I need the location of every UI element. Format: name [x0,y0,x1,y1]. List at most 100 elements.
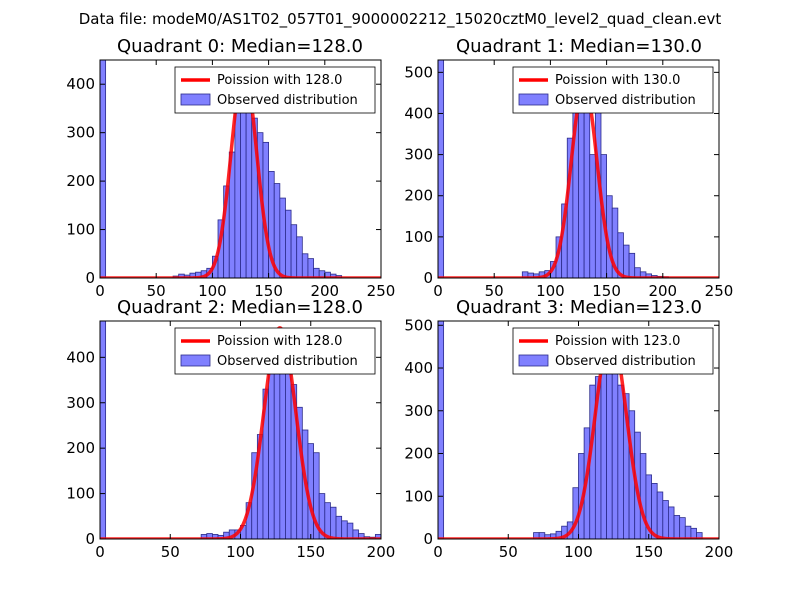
x-tick-label: 200 [705,543,734,561]
x-tick-label: 0 [95,282,105,300]
histogram-bar [668,506,675,539]
histogram-bar [285,361,292,539]
legend-bar-swatch [518,354,549,367]
histogram-bar [617,384,624,539]
axes-frame [99,59,382,279]
legend: Poission with 130.0 Observed distribution [512,66,714,114]
histogram-bar [628,252,636,278]
histogram-bar [438,60,445,278]
histogram-bar [296,236,303,278]
histogram-bar [656,491,664,539]
y-tick-label: 300 [66,124,95,142]
x-tick-label: 250 [705,282,734,300]
histogram-bar [662,500,669,539]
figure-suptitle: Data file: modeM0/AS1T02_057T01_90000022… [79,10,722,29]
y-tick-label: 200 [66,439,95,457]
histogram-bar [583,84,591,278]
y-tick-label: 0 [423,530,433,548]
histogram-bar [341,520,348,539]
legend: Poission with 123.0 Observed distribution [512,327,714,375]
y-tick-label: 400 [66,348,95,366]
y-tick-label: 200 [404,445,433,463]
legend-label-observed: Observed distribution [555,354,696,369]
histogram-bar [679,517,686,539]
y-tick-label: 300 [404,146,433,164]
quadrant-2-title: Quadrant 2: Median=128.0 [117,297,363,318]
x-tick-label: 50 [161,543,180,561]
x-tick-label: 50 [147,282,166,300]
quadrant-0-panel: Quadrant 0: Median=128.0 0 50 100 150 200 250… [66,36,395,300]
histogram-bar [279,347,286,539]
histogram-bar [589,154,596,278]
histogram-bar [301,253,309,278]
histogram-bar [438,321,445,539]
histogram-bar [330,506,337,539]
histogram-bar [234,98,241,278]
y-tick-label: 0 [423,269,433,287]
legend-label-observed: Observed distribution [217,354,358,369]
x-tick-label: 150 [254,282,283,300]
legend-label-poisson: Poission with 123.0 [555,334,680,349]
y-tick-label: 200 [404,187,433,205]
histogram-bar [307,258,314,278]
histogram-bar [639,453,647,539]
histogram-bar [611,363,619,539]
histogram-bar [623,244,630,278]
x-tick-label: 200 [648,282,677,300]
histogram-bar [285,209,292,278]
x-tick-label: 100 [226,543,255,561]
quadrant-3-title: Quadrant 3: Median=123.0 [456,297,702,318]
y-tick-label: 100 [66,221,95,239]
y-tick-label: 500 [404,63,433,81]
y-tick-label: 400 [66,75,95,93]
x-tick-label: 50 [499,543,518,561]
x-tick-label: 100 [564,543,593,561]
x-tick-label: 200 [367,543,396,561]
quadrant-1-panel: Quadrant 1: Median=130.0 0 50 100 150 200 250… [404,36,733,300]
quadrant-0-plot-area [100,60,381,278]
legend: Poission with 128.0 Observed distribution [174,66,376,114]
y-tick-label: 300 [404,402,433,420]
legend: Poission with 128.0 Observed distribution [174,327,376,375]
histogram-bar [324,502,331,539]
histogram-bar [673,515,681,539]
legend-label-observed: Observed distribution [555,93,696,108]
x-tick-label: 200 [310,282,339,300]
legend-label-poisson: Poission with 128.0 [217,73,342,88]
y-tick-label: 500 [404,316,433,334]
quadrant-2-panel: Quadrant 2: Median=128.0 0 50 100 150 200 0 10… [66,297,395,561]
histogram-bar [684,525,692,539]
y-tick-label: 100 [66,485,95,503]
x-tick-label: 0 [433,282,443,300]
y-tick-label: 300 [66,394,95,412]
histogram-bar [696,532,703,539]
y-tick-label: 100 [404,487,433,505]
histogram-bar [335,515,343,539]
x-tick-label: 150 [296,543,325,561]
y-tick-label: 0 [85,530,95,548]
poisson-curve [100,325,381,539]
x-tick-label: 250 [367,282,396,300]
x-tick-label: 50 [485,282,504,300]
legend-label-observed: Observed distribution [217,93,358,108]
x-tick-label: 150 [634,543,663,561]
y-tick-label: 200 [66,172,95,190]
histogram-bar [100,321,107,539]
axes-frame [437,59,720,279]
legend-bar-swatch [180,354,211,367]
x-tick-label: 0 [433,543,443,561]
y-tick-label: 100 [404,228,433,246]
y-tick-label: 400 [404,104,433,122]
x-tick-label: 150 [592,282,621,300]
legend-label-poisson: Poission with 128.0 [217,334,342,349]
quadrant-3-panel: Quadrant 3: Median=123.0 0 50 100 150 200 0 10… [404,297,733,561]
legend-bar-swatch [518,93,549,106]
legend-label-poisson: Poission with 130.0 [555,73,680,88]
x-tick-label: 100 [198,282,227,300]
histogram-bar [268,370,275,539]
y-tick-label: 400 [404,359,433,377]
quadrant-0-title: Quadrant 0: Median=128.0 [117,36,363,57]
histogram-bar [100,60,107,278]
x-tick-label: 0 [95,543,105,561]
